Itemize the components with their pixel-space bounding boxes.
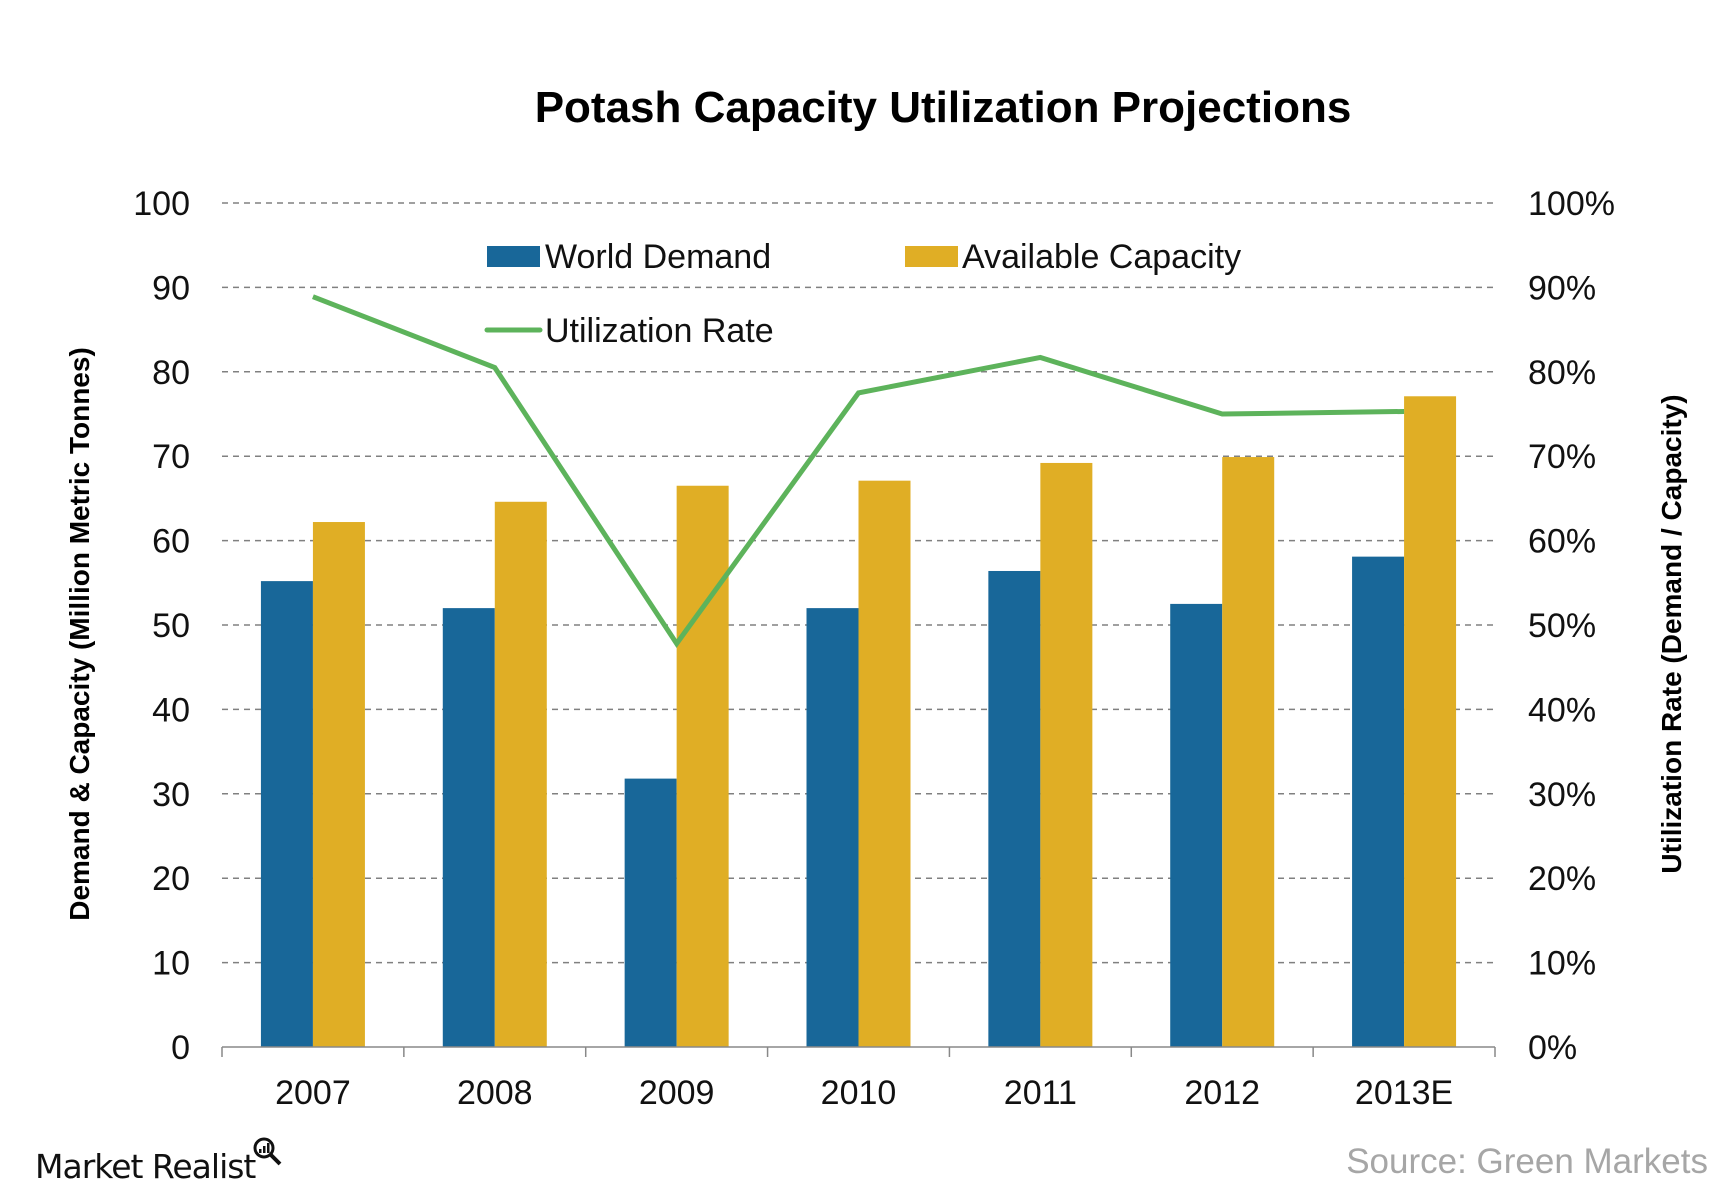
y-right-tick-label: 20% — [1528, 860, 1596, 898]
y-tick-label: 90 — [152, 269, 190, 307]
gridlines — [222, 202, 1495, 964]
y-tick-label: 60 — [152, 523, 190, 561]
y-tick-label: 0 — [171, 1029, 190, 1067]
bar-available-capacity — [858, 480, 911, 1047]
x-axis: 2007 2008 2009 2010 2011 2012 2013E — [221, 1046, 1496, 1112]
y-right-tick-label: 100% — [1528, 185, 1615, 223]
x-tick-label: 2011 — [1004, 1074, 1077, 1112]
bar-world-demand — [260, 581, 313, 1047]
y-tick-label: 20 — [152, 860, 190, 898]
utilization-line — [312, 294, 1405, 648]
left-axis-title: Demand & Capacity (Million Metric Tonnes… — [64, 347, 95, 921]
bar-world-demand — [1352, 556, 1405, 1047]
legend-label-utilization-rate: Utilization Rate — [545, 312, 774, 350]
logo-text: Market Realist — [35, 1147, 256, 1186]
bar-available-capacity — [312, 522, 365, 1047]
x-tick-label: 2013E — [1355, 1074, 1453, 1112]
x-tick-label: 2010 — [821, 1074, 897, 1112]
y-tick-label: 30 — [152, 776, 190, 814]
y-right-tick-label: 90% — [1528, 269, 1596, 307]
y-right-tick-label: 50% — [1528, 607, 1596, 645]
bar-available-capacity — [676, 485, 729, 1047]
bar-world-demand — [624, 778, 677, 1047]
y-tick-label: 100 — [133, 185, 190, 223]
magnifier-chart-icon — [253, 1137, 282, 1166]
y-right-tick-label: 10% — [1528, 945, 1596, 983]
y-tick-label: 40 — [152, 691, 190, 729]
bar-world-demand — [442, 608, 495, 1047]
bar-world-demand — [988, 570, 1041, 1047]
bar-available-capacity — [1040, 462, 1093, 1047]
y-right-tick-label: 80% — [1528, 354, 1596, 392]
legend-label-available-capacity: Available Capacity — [962, 238, 1241, 276]
y-tick-label: 50 — [152, 607, 190, 645]
y-right-tick-label: 40% — [1528, 691, 1596, 729]
legend-swatch-world-demand — [487, 246, 540, 267]
source-note: Source: Green Markets — [1346, 1142, 1708, 1181]
bar-available-capacity — [494, 501, 547, 1047]
legend: World Demand Available Capacity Utilizat… — [484, 238, 1241, 350]
x-tick-label: 2008 — [457, 1074, 533, 1112]
y-tick-label: 80 — [152, 354, 190, 392]
bar-world-demand — [806, 608, 859, 1047]
y-right-tick-label: 0% — [1528, 1029, 1577, 1067]
legend-label-world-demand: World Demand — [545, 238, 771, 276]
bar-world-demand — [1170, 603, 1223, 1047]
y-right-tick-label: 70% — [1528, 438, 1596, 476]
y-tick-label: 70 — [152, 438, 190, 476]
bar-available-capacity — [1404, 396, 1457, 1047]
right-axis-ticks: 0% 10% 20% 30% 40% 50% 60% 70% 80% 90% 100% — [1528, 185, 1615, 1067]
bar-available-capacity — [1222, 457, 1275, 1047]
market-realist-logo: Market Realist — [35, 1137, 282, 1186]
left-axis-ticks: 0 10 20 30 40 50 60 70 80 90 100 — [133, 185, 190, 1067]
x-tick-label: 2007 — [275, 1074, 351, 1112]
y-tick-label: 10 — [152, 945, 190, 983]
x-tick-label: 2012 — [1184, 1074, 1260, 1112]
y-right-tick-label: 30% — [1528, 776, 1596, 814]
bars — [260, 396, 1457, 1047]
legend-swatch-available-capacity — [905, 246, 958, 267]
y-right-tick-label: 60% — [1528, 523, 1596, 561]
x-tick-label: 2009 — [639, 1074, 715, 1112]
right-axis-title: Utilization Rate (Demand / Capacity) — [1656, 394, 1687, 873]
chart-title: Potash Capacity Utilization Projections — [535, 83, 1352, 132]
